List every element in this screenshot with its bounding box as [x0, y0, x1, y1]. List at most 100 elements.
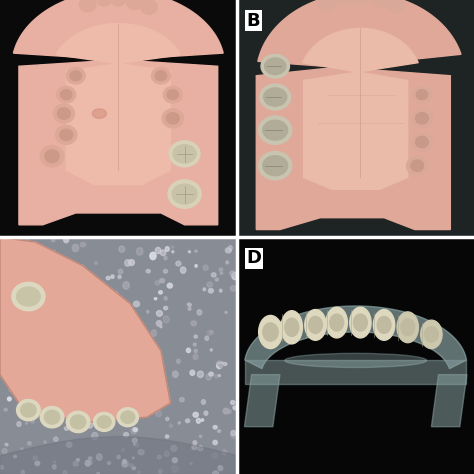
Ellipse shape	[63, 471, 67, 474]
Ellipse shape	[97, 454, 102, 460]
Ellipse shape	[416, 90, 428, 100]
Ellipse shape	[4, 409, 7, 411]
Ellipse shape	[40, 320, 45, 326]
Ellipse shape	[215, 278, 219, 281]
Ellipse shape	[230, 401, 235, 404]
Ellipse shape	[210, 349, 212, 351]
Ellipse shape	[164, 269, 167, 273]
Ellipse shape	[134, 444, 136, 446]
Ellipse shape	[70, 71, 82, 81]
Ellipse shape	[17, 400, 40, 421]
Ellipse shape	[193, 412, 198, 417]
Ellipse shape	[25, 317, 30, 323]
Ellipse shape	[45, 410, 60, 424]
Ellipse shape	[134, 415, 138, 419]
Ellipse shape	[61, 90, 72, 100]
Ellipse shape	[213, 471, 219, 474]
Ellipse shape	[52, 259, 58, 265]
Ellipse shape	[118, 269, 123, 274]
Ellipse shape	[66, 67, 85, 84]
Ellipse shape	[118, 275, 121, 279]
Ellipse shape	[124, 313, 130, 320]
Ellipse shape	[106, 405, 109, 409]
Ellipse shape	[119, 246, 125, 252]
Ellipse shape	[330, 314, 344, 331]
Ellipse shape	[0, 238, 6, 245]
Ellipse shape	[233, 406, 237, 410]
Ellipse shape	[166, 417, 169, 420]
Ellipse shape	[56, 263, 61, 267]
Ellipse shape	[2, 448, 7, 454]
Ellipse shape	[259, 116, 292, 145]
Ellipse shape	[214, 374, 218, 378]
Ellipse shape	[318, 0, 337, 10]
Ellipse shape	[86, 362, 89, 365]
Ellipse shape	[163, 86, 182, 103]
Ellipse shape	[218, 430, 220, 432]
Ellipse shape	[61, 315, 67, 320]
Ellipse shape	[66, 442, 72, 447]
Ellipse shape	[73, 369, 76, 373]
Ellipse shape	[0, 310, 3, 316]
Ellipse shape	[264, 88, 287, 106]
Ellipse shape	[93, 412, 115, 431]
Ellipse shape	[128, 375, 131, 378]
Ellipse shape	[79, 0, 96, 12]
Ellipse shape	[213, 440, 217, 445]
Ellipse shape	[39, 381, 44, 385]
Ellipse shape	[76, 458, 79, 461]
Ellipse shape	[150, 252, 156, 260]
Ellipse shape	[77, 373, 81, 377]
Ellipse shape	[138, 450, 144, 455]
Ellipse shape	[122, 461, 127, 467]
Ellipse shape	[132, 457, 134, 459]
Ellipse shape	[226, 248, 231, 253]
Ellipse shape	[60, 129, 73, 141]
Ellipse shape	[80, 363, 85, 369]
Ellipse shape	[65, 307, 71, 313]
Ellipse shape	[309, 317, 322, 333]
Ellipse shape	[263, 323, 278, 341]
Ellipse shape	[92, 109, 107, 118]
Ellipse shape	[217, 361, 221, 366]
Ellipse shape	[51, 250, 55, 254]
Ellipse shape	[172, 251, 174, 253]
Ellipse shape	[108, 462, 110, 465]
Ellipse shape	[85, 460, 90, 466]
Ellipse shape	[206, 374, 211, 380]
Ellipse shape	[25, 236, 29, 240]
Ellipse shape	[421, 320, 442, 348]
Polygon shape	[56, 24, 181, 184]
Ellipse shape	[121, 411, 135, 423]
Ellipse shape	[126, 415, 130, 419]
Ellipse shape	[416, 137, 428, 148]
Ellipse shape	[89, 279, 92, 282]
Ellipse shape	[151, 330, 156, 336]
Ellipse shape	[97, 0, 111, 6]
Ellipse shape	[45, 150, 59, 163]
Ellipse shape	[10, 255, 13, 259]
Ellipse shape	[85, 385, 91, 392]
Ellipse shape	[231, 430, 236, 436]
Ellipse shape	[46, 356, 50, 360]
Ellipse shape	[377, 317, 391, 333]
Ellipse shape	[124, 328, 127, 332]
Ellipse shape	[5, 443, 8, 446]
Ellipse shape	[35, 461, 40, 465]
Ellipse shape	[16, 287, 20, 292]
Ellipse shape	[180, 398, 184, 402]
Ellipse shape	[1, 313, 3, 316]
Ellipse shape	[165, 246, 169, 251]
Ellipse shape	[155, 281, 160, 285]
Ellipse shape	[117, 455, 120, 459]
Ellipse shape	[52, 239, 55, 242]
Ellipse shape	[261, 55, 290, 78]
Ellipse shape	[38, 277, 45, 282]
Ellipse shape	[207, 330, 212, 335]
Ellipse shape	[205, 336, 209, 340]
Ellipse shape	[111, 0, 126, 6]
Ellipse shape	[118, 332, 122, 335]
Ellipse shape	[8, 310, 13, 315]
Ellipse shape	[135, 443, 139, 447]
Ellipse shape	[397, 312, 419, 343]
